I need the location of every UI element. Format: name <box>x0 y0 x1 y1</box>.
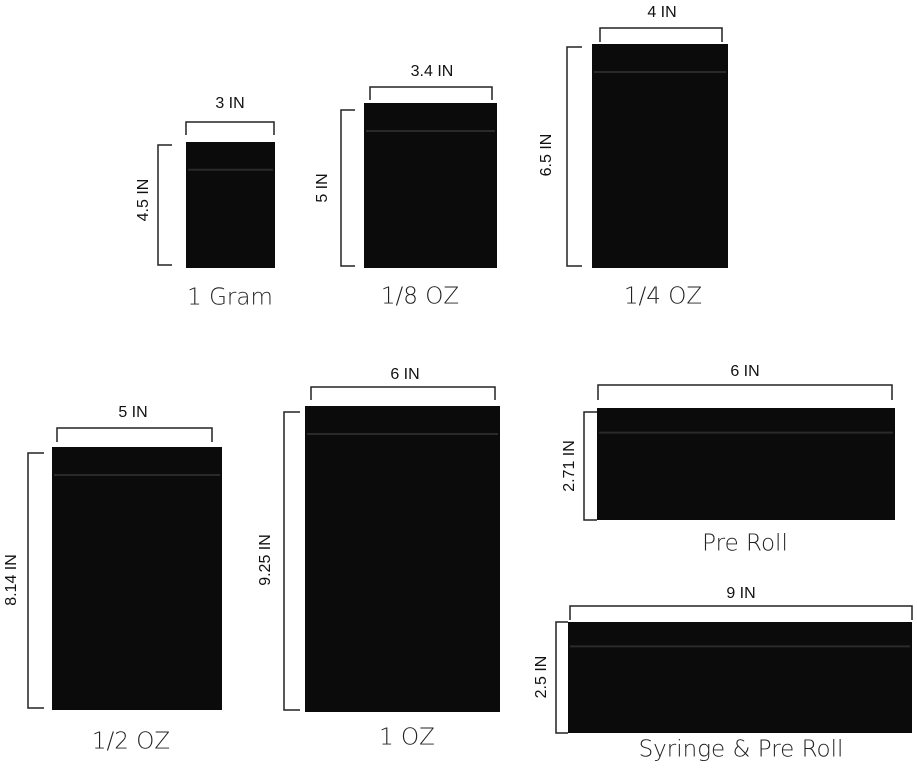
height-bracket <box>340 109 355 267</box>
height-bracket <box>283 411 300 711</box>
height-label: 9.25 IN <box>257 534 274 586</box>
size-name: 1/8 OZ <box>381 284 459 310</box>
height-label: 2.71 IN <box>561 440 578 492</box>
width-label: 6 IN <box>730 363 759 380</box>
size-name: 1/4 OZ <box>624 284 702 310</box>
bag <box>568 622 912 733</box>
width-bracket <box>597 384 893 400</box>
bag <box>305 406 500 712</box>
width-label: 3.4 IN <box>411 63 454 80</box>
width-bracket <box>185 121 275 135</box>
bag <box>592 44 728 268</box>
width-label: 6 IN <box>390 366 419 383</box>
height-bracket <box>555 621 568 734</box>
width-label: 5 IN <box>118 404 147 421</box>
width-label: 3 IN <box>215 95 244 112</box>
size-name: Pre Roll <box>702 531 788 557</box>
height-label: 4.5 IN <box>135 179 152 222</box>
bag <box>52 447 222 710</box>
width-bracket <box>56 427 213 442</box>
size-name: 1 Gram <box>187 285 273 311</box>
height-bracket <box>157 144 172 266</box>
height-bracket <box>566 46 582 267</box>
width-bracket <box>310 386 496 400</box>
bag <box>364 103 497 268</box>
width-bracket <box>569 605 913 620</box>
width-bracket <box>369 86 493 100</box>
size-name: Syringe & Pre Roll <box>639 737 844 763</box>
height-bracket <box>583 411 597 521</box>
height-bracket <box>27 452 44 709</box>
width-bracket <box>599 27 723 42</box>
bag <box>597 408 895 520</box>
size-name: 1 OZ <box>379 725 435 751</box>
bag <box>186 142 275 268</box>
height-label: 8.14 IN <box>3 554 20 606</box>
height-label: 6.5 IN <box>538 134 555 177</box>
height-label: 5 IN <box>314 173 331 202</box>
width-label: 4 IN <box>647 4 676 21</box>
width-label: 9 IN <box>726 585 755 602</box>
size-name: 1/2 OZ <box>92 729 170 755</box>
height-label: 2.5 IN <box>533 656 550 699</box>
